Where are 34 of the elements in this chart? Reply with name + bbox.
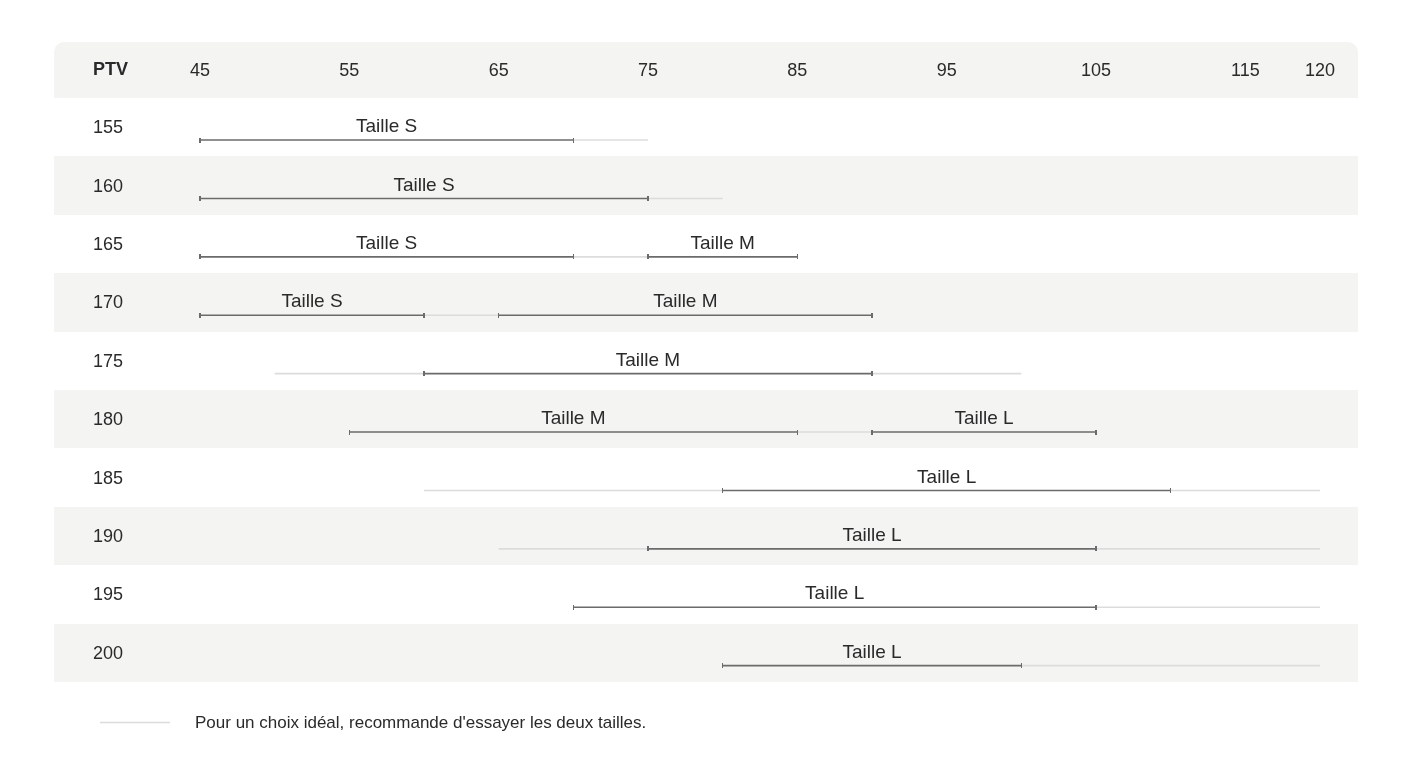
y-tick-label: 195 [93,584,124,605]
data-label: Taille L [842,640,902,662]
x-tick-label: 105 [1080,60,1112,80]
data-label: Taille M [653,290,718,312]
data-label: Taille L [842,524,902,546]
data-label: Taille S [356,115,418,137]
data-label: Taille M [541,407,606,429]
x-tick-label: 115 [1230,60,1260,80]
y-tick-label: 170 [93,292,124,313]
y-tick-label: 200 [93,642,124,663]
x-tick-label: 85 [787,60,808,80]
y-tick-label: 180 [93,409,124,430]
data-label: Taille S [356,232,418,254]
data-label: Taille L [805,582,865,604]
data-label: Taille S [393,173,455,195]
data-label: Taille L [917,465,977,487]
x-tick-label: 95 [936,60,957,80]
y-tick-label: 160 [93,175,124,196]
legend-label: Pour un choix idéal, recommande d'essayer les deux tailles. [195,713,647,732]
data-label: Taille M [690,232,755,254]
x-tick-label: 45 [189,60,211,80]
data-label: Taille S [281,290,343,312]
data-label: Taille M [615,348,681,370]
data-label: Taille L [954,407,1014,429]
x-tick-label: 55 [339,60,360,80]
y-tick-label: 190 [93,526,124,546]
x-tick-label: 120 [1304,60,1336,80]
y-tick-label: 155 [93,117,124,138]
y-axis-title: PTV [93,59,129,79]
x-tick-label: 75 [637,60,659,80]
y-tick-label: 185 [93,467,124,488]
y-tick-label: 165 [93,234,124,254]
x-tick-label: 65 [488,60,509,80]
y-tick-label: 175 [93,350,124,371]
